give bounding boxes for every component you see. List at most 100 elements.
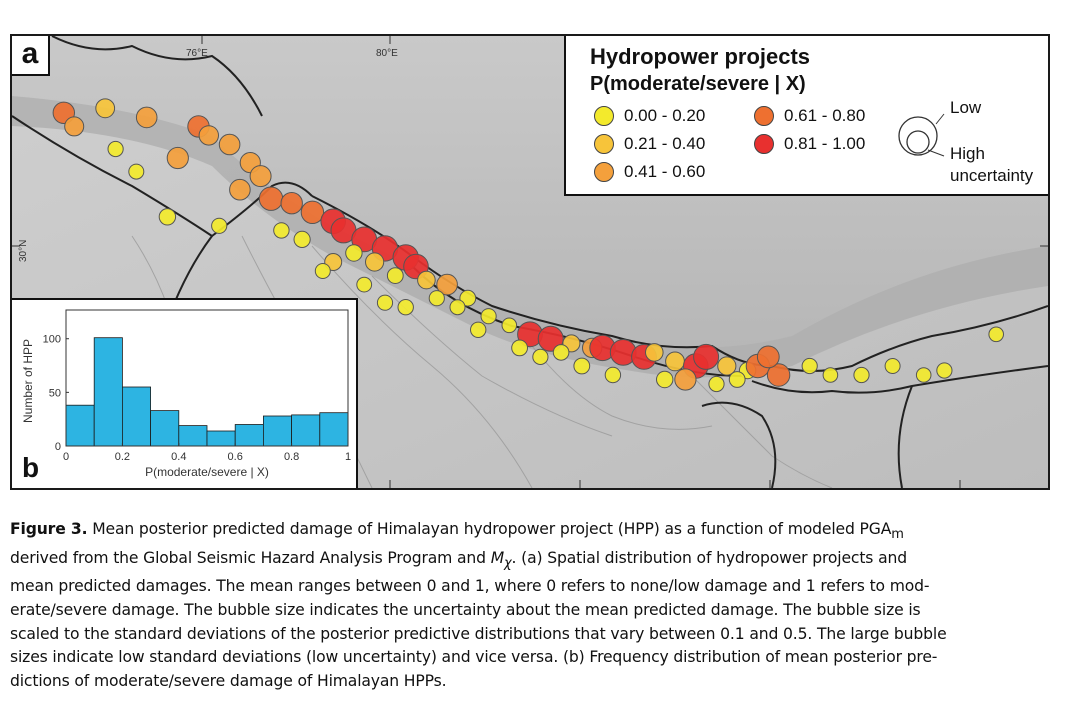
histogram-bar-0.5-0.6	[206, 430, 236, 447]
legend-swatch-3	[754, 106, 774, 126]
hpp-bubble	[766, 363, 791, 387]
longitude-label-76: 76°E	[186, 48, 208, 59]
hpp-bubble	[459, 289, 477, 307]
legend-range-0: 0.00 - 0.20	[624, 106, 706, 125]
hpp-bubble	[249, 165, 272, 188]
y-axis-label: Number of HPP	[21, 339, 35, 423]
y-tick-label-0: 0	[55, 441, 61, 453]
legend-swatch-0	[594, 106, 614, 126]
figure-caption: Figure 3. Mean posterior predicted damag…	[10, 518, 1060, 693]
histogram-chart: 0 0.2 0.4 0.6 0.8 1 0 50 100 P(moderate/severe | …	[21, 309, 351, 479]
histogram-bar-0.7-0.8	[262, 415, 292, 447]
histogram-bar-0.8-0.9	[291, 414, 321, 447]
caption-text-1: Mean posterior predicted damage of Himal…	[87, 520, 892, 538]
hpp-bubble	[728, 371, 746, 388]
hpp-bubble	[428, 290, 445, 307]
hpp-bubble	[656, 370, 674, 389]
x-tick-label-4: 0.8	[284, 451, 299, 463]
hpp-bubble	[853, 366, 870, 384]
panel-a-label: a	[12, 36, 50, 76]
hpp-bubble	[915, 367, 932, 383]
hpp-bubble	[356, 276, 373, 293]
histogram-bars	[65, 337, 349, 447]
hpp-bubble	[756, 345, 780, 369]
latitude-label-30: 30°N	[18, 239, 29, 262]
hpp-bubble	[532, 348, 549, 365]
histogram-axes: 0 0.2 0.4 0.6 0.8 1 0 50 100 P(moderate/severe | …	[21, 309, 351, 479]
figure-3: a 76°E 80°E 30°N Hydropower projects P(m…	[10, 34, 1050, 490]
histogram-bar-0.3-0.4	[150, 410, 180, 447]
hpp-bubble	[537, 325, 564, 352]
legend-title: Hydropower projects	[590, 44, 811, 69]
x-tick-label-2: 0.4	[171, 451, 186, 463]
hpp-bubble	[552, 344, 570, 361]
hpp-bubble	[273, 222, 290, 239]
hpp-bubble	[988, 326, 1005, 343]
legend-swatch-2	[594, 162, 614, 182]
hpp-bubble	[604, 366, 622, 384]
histogram-bar-0.2-0.3	[122, 386, 152, 447]
hpp-bubble	[480, 308, 497, 325]
hpp-bubble	[229, 178, 251, 201]
hpp-bubble	[717, 356, 737, 376]
histogram-bar-0.1-0.2	[93, 337, 123, 447]
hpp-bubble	[801, 357, 818, 375]
himalaya-range-relief	[12, 96, 1048, 378]
x-tick-label-5: 1	[345, 451, 351, 463]
legend-range-3: 0.61 - 0.80	[784, 106, 866, 125]
hpp-bubble	[449, 299, 466, 316]
hpp-bubble	[365, 252, 385, 272]
hpp-bubble	[258, 186, 284, 211]
hpp-bubble	[218, 133, 241, 156]
caption-line-5: scaled to the standard deviations of the…	[10, 624, 947, 643]
uncertainty-size-key	[898, 113, 945, 157]
uncertainty-low-label: Low	[950, 98, 982, 117]
hpp-bubble	[128, 163, 145, 180]
y-tick-label-2: 100	[43, 334, 61, 346]
panel-b-histogram: 0 0.2 0.4 0.6 0.8 1 0 50 100 P(moderate/severe | …	[12, 298, 358, 488]
x-axis-label: P(moderate/severe | X)	[145, 465, 269, 479]
caption-line-3: mean predicted damages. The mean ranges …	[10, 577, 930, 596]
histogram-bar-0.0-0.1	[65, 404, 95, 447]
hpp-bubble	[708, 375, 725, 393]
hpp-bubble	[314, 263, 331, 279]
hpp-bubble	[293, 230, 311, 248]
caption-sub-m: m	[891, 527, 904, 543]
longitude-label-80: 80°E	[376, 48, 398, 59]
legend-subtitle: P(moderate/severe | X)	[590, 73, 806, 95]
legend-swatch-4	[754, 134, 774, 154]
hpp-bubble	[470, 321, 487, 338]
legend-range-1: 0.21 - 0.40	[624, 134, 706, 153]
x-tick-label-0: 0	[63, 451, 69, 463]
legend-swatch-1	[594, 134, 614, 154]
caption-text-2b: . (a) Spatial distribution of hydropower…	[511, 548, 908, 567]
hpp-bubble	[158, 208, 177, 226]
uncertainty-high-label: High	[950, 144, 985, 163]
hpp-bubble	[166, 146, 189, 170]
caption-label: Figure 3.	[10, 520, 88, 538]
hpp-bubble	[211, 217, 228, 234]
hpp-bubble	[198, 125, 220, 146]
legend: Hydropower projects P(moderate/severe | …	[564, 36, 1048, 196]
hpp-bubble	[645, 343, 664, 362]
caption-line-7: dictions of moderate/severe damage of Hi…	[10, 671, 447, 690]
hpp-bubble	[573, 357, 591, 375]
caption-line-6: sizes indicate low standard deviations (…	[10, 648, 938, 667]
hpp-bubble	[674, 368, 697, 391]
hpp-bubble	[822, 367, 839, 383]
hpp-bubble	[936, 362, 953, 379]
panel-b-label: b	[22, 452, 40, 483]
hpp-bubble	[397, 299, 414, 316]
caption-sub-chi: χ	[504, 555, 512, 571]
legend-range-2: 0.41 - 0.60	[624, 162, 706, 181]
hpp-bubble	[107, 140, 124, 158]
hpp-bubble	[501, 317, 518, 334]
hpp-bubble	[417, 270, 436, 290]
hpp-bubble	[436, 273, 458, 296]
uncertainty-word-label: uncertainty	[950, 166, 1034, 185]
x-tick-label-3: 0.6	[228, 451, 243, 463]
x-tick-label-1: 0.2	[115, 451, 130, 463]
y-tick-label-1: 50	[49, 387, 61, 399]
hpp-bubble	[386, 267, 404, 285]
histogram-bar-0.6-0.7	[234, 424, 264, 447]
